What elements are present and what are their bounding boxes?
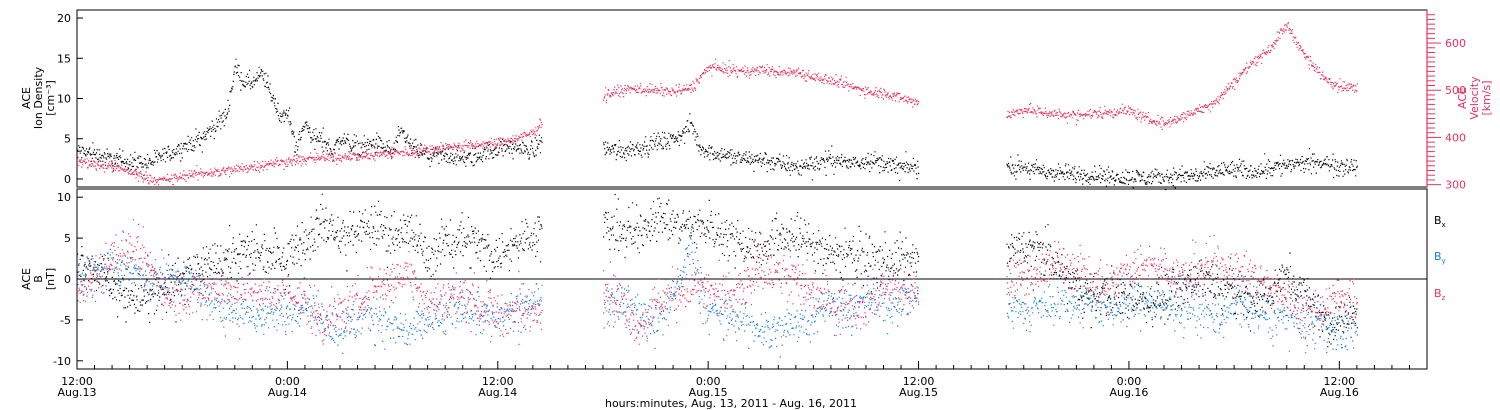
legend-b: B xyxy=(1434,214,1442,227)
x-tick-time: 0:00 xyxy=(696,375,721,388)
b-series-bx-points xyxy=(77,193,1358,349)
density-tick-label: 5 xyxy=(64,133,71,146)
x-tick-date: Aug.13 xyxy=(58,386,97,399)
velocity-axis-title: ACEVelocity[km/s] xyxy=(1456,76,1493,120)
density-axis-title-line: [cm⁻³] xyxy=(44,80,57,116)
time-axis: 12:00Aug.130:00Aug.1412:00Aug.140:00Aug.… xyxy=(58,361,1428,399)
x-tick-date: Aug.16 xyxy=(1109,386,1148,399)
x-tick-time: 12:00 xyxy=(61,375,93,388)
b-tick-label: 0 xyxy=(64,273,71,286)
velocity-series-points xyxy=(77,22,1358,188)
legend-bz: Bz xyxy=(1434,287,1446,302)
x-tick-time: 0:00 xyxy=(1117,375,1142,388)
b-series-bz xyxy=(77,219,1358,345)
b-tick-label: -10 xyxy=(53,355,71,368)
velocity-axis-title-line: Velocity xyxy=(1468,76,1481,120)
b-axis-title-line: ACE xyxy=(20,268,33,290)
b-series-bx xyxy=(77,193,1358,349)
density-axis-title-line: Ion Density xyxy=(32,66,45,129)
density-tick-label: 20 xyxy=(57,12,71,25)
velocity-axis-title-line: ACE xyxy=(1456,87,1469,109)
x-tick-time: 12:00 xyxy=(1323,375,1355,388)
legend-bx: Bx xyxy=(1434,214,1446,229)
x-tick-date: Aug.15 xyxy=(689,386,728,399)
x-axis-title: hours:minutes, Aug. 13, 2011 - Aug. 16, … xyxy=(605,397,857,410)
legend-subscript: z xyxy=(1442,294,1446,302)
x-tick-date: Aug.14 xyxy=(268,386,307,399)
b-tick-label: 5 xyxy=(64,232,71,245)
legend-subscript: x xyxy=(1442,221,1446,229)
x-tick-date: Aug.14 xyxy=(478,386,517,399)
velocity-axis-title-line: [km/s] xyxy=(1480,80,1493,115)
top-panel-frame xyxy=(76,9,1428,188)
x-tick-time: 12:00 xyxy=(903,375,935,388)
velocity-tick-label: 600 xyxy=(1445,37,1466,50)
density-tick-label: 10 xyxy=(57,93,71,106)
legend-b: B xyxy=(1434,250,1442,263)
b-axis-title-line: B xyxy=(32,275,45,283)
density-tick-label: 0 xyxy=(64,173,71,186)
x-tick-date: Aug.16 xyxy=(1320,386,1359,399)
density-axis-title-line: ACE xyxy=(20,87,33,109)
b-tick-label: -5 xyxy=(60,314,71,327)
velocity-tick-label: 500 xyxy=(1445,84,1466,97)
density-tick-label: 15 xyxy=(57,52,71,65)
x-tick-time: 12:00 xyxy=(482,375,514,388)
b-axis-title-line: [nT] xyxy=(44,268,57,290)
velocity-series xyxy=(77,22,1358,188)
x-tick-time: 0:00 xyxy=(275,375,300,388)
legend-by: By xyxy=(1434,250,1446,265)
legend-subscript: y xyxy=(1442,257,1446,265)
b-series-bz-points xyxy=(77,219,1358,345)
velocity-tick-label: 400 xyxy=(1445,131,1466,144)
velocity-tick-label: 300 xyxy=(1445,179,1466,192)
legend-b: B xyxy=(1434,287,1442,300)
b-tick-label: 10 xyxy=(57,191,71,204)
density-axis-title: ACEIon Density[cm⁻³] xyxy=(20,66,57,129)
x-tick-date: Aug.15 xyxy=(899,386,938,399)
b-axis-title: ACEB[nT] xyxy=(20,268,57,290)
